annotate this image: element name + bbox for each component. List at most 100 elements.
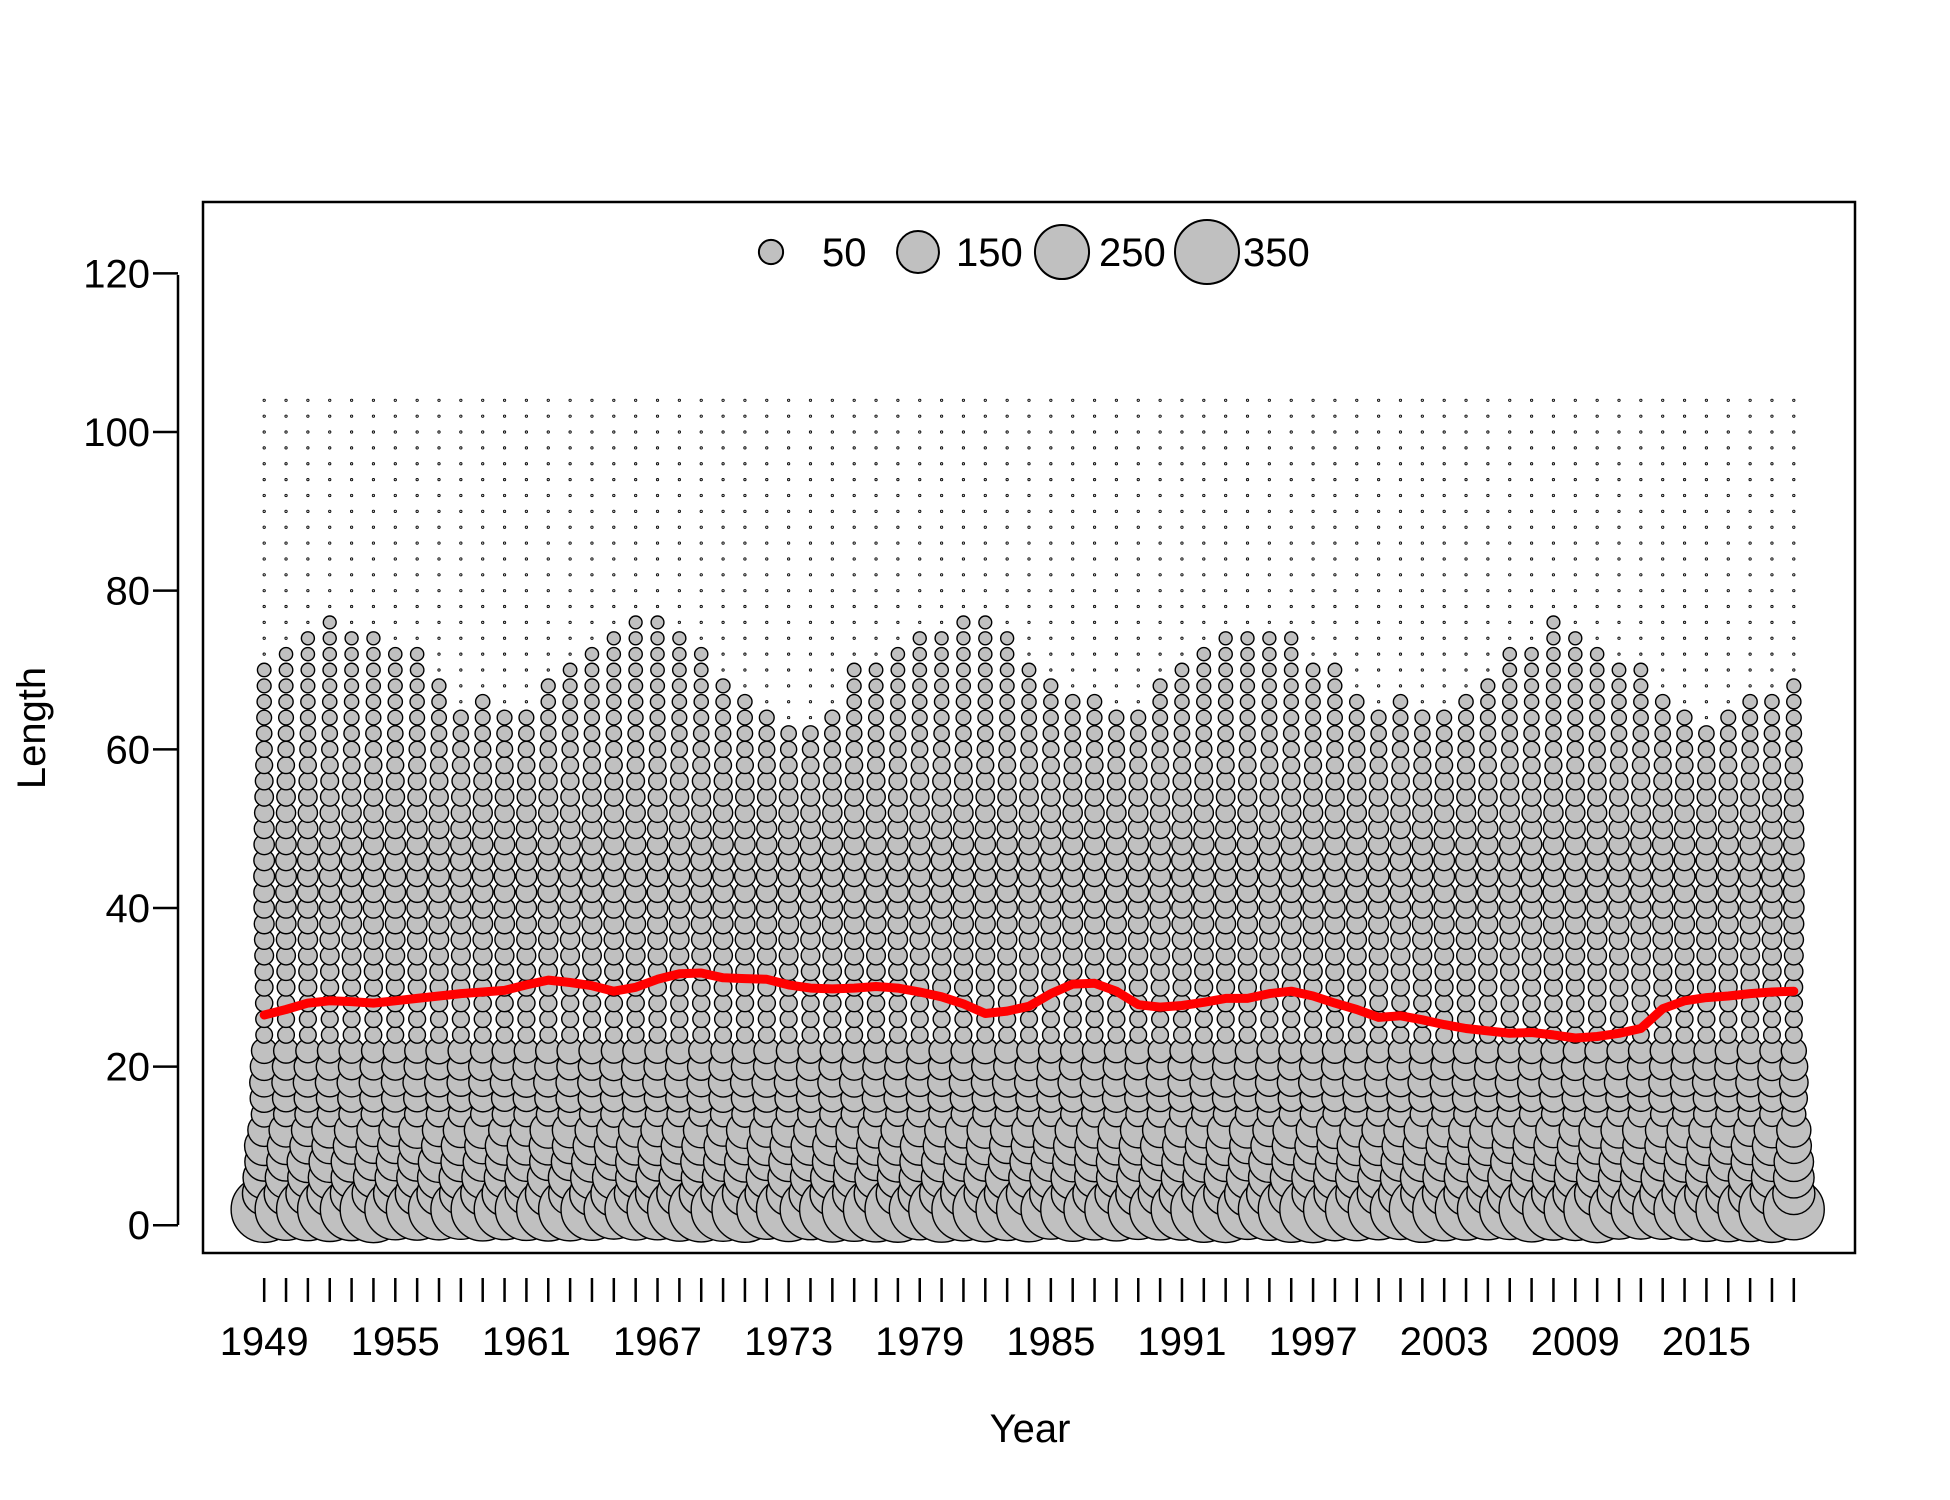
bubble-point xyxy=(1748,557,1752,561)
bubble-point xyxy=(1027,509,1031,513)
bubble-point xyxy=(1726,509,1730,513)
bubble-point xyxy=(1180,636,1184,640)
bubble-point xyxy=(896,493,900,498)
bubble-point xyxy=(1224,509,1228,513)
bubble-point xyxy=(481,462,485,466)
bubble-point xyxy=(284,462,288,466)
bubble-point xyxy=(956,631,971,646)
bubble-point xyxy=(890,662,906,678)
bubble-point xyxy=(628,662,644,678)
bubble-point xyxy=(1216,756,1235,775)
bubble-point xyxy=(743,430,747,434)
bubble-point xyxy=(1092,462,1097,466)
bubble-point xyxy=(524,589,529,593)
bubble-point xyxy=(787,700,791,704)
bubble-point xyxy=(1019,756,1039,775)
bubble-point xyxy=(823,756,842,775)
bubble-point xyxy=(911,709,928,726)
bubble-point xyxy=(1282,756,1301,775)
bubble-point xyxy=(1792,525,1796,529)
bubble-point xyxy=(1567,709,1584,726)
bubble-point xyxy=(1675,756,1694,775)
bubble-point xyxy=(1588,725,1606,742)
bubble-point xyxy=(1595,620,1599,625)
bubble-point xyxy=(1508,509,1512,513)
bubble-point xyxy=(1114,684,1119,688)
bubble-point xyxy=(743,684,747,688)
bubble-point xyxy=(1545,725,1562,742)
bubble-point xyxy=(437,557,441,561)
bubble-point xyxy=(496,725,513,742)
bubble-point xyxy=(343,678,360,694)
bubble-point xyxy=(939,414,944,418)
bubble-point xyxy=(743,493,747,498)
bubble-point xyxy=(1019,771,1039,791)
bubble-point xyxy=(670,740,689,759)
bubble-point xyxy=(540,693,557,710)
bubble-point xyxy=(669,771,689,791)
bubble-point xyxy=(888,771,908,791)
bubble-point xyxy=(852,557,856,561)
bubble-point xyxy=(737,693,753,710)
bubble-point xyxy=(1071,636,1075,640)
bubble-point xyxy=(1355,604,1359,609)
bubble-point xyxy=(1180,652,1184,656)
bubble-point xyxy=(655,493,660,498)
bubble-point xyxy=(1267,589,1271,593)
bubble-point xyxy=(961,478,966,482)
bubble-point xyxy=(1027,604,1031,609)
bubble-point xyxy=(1661,398,1665,402)
bubble-point xyxy=(1180,604,1184,609)
bubble-point xyxy=(1240,631,1255,646)
bubble-point xyxy=(721,652,725,656)
bubble-point xyxy=(1464,509,1468,513)
bubble-point xyxy=(1391,756,1410,775)
bubble-point xyxy=(1020,709,1038,726)
bubble-point xyxy=(765,430,769,434)
bubble-point xyxy=(1311,557,1315,561)
bubble-point xyxy=(765,668,769,672)
bubble-point xyxy=(1261,662,1277,678)
bubble-point xyxy=(1719,1009,1738,1029)
bubble-point xyxy=(713,993,733,1013)
bubble-point xyxy=(284,509,288,513)
bubble-point xyxy=(306,462,310,466)
bubble-point xyxy=(801,1025,820,1044)
bubble-point xyxy=(874,478,878,482)
bubble-point xyxy=(655,541,660,545)
bubble-point xyxy=(473,771,493,791)
bubble-point xyxy=(255,725,273,742)
bubble-point xyxy=(1267,620,1271,625)
bubble-point xyxy=(1333,541,1337,545)
bubble-point xyxy=(1748,478,1752,482)
bubble-point xyxy=(1049,541,1053,545)
bubble-point xyxy=(1398,493,1403,498)
bubble-point xyxy=(1456,993,1476,1013)
bubble-point xyxy=(387,709,404,726)
bubble-point xyxy=(765,604,769,609)
bubble-point xyxy=(743,652,747,656)
bubble-point xyxy=(715,693,731,710)
bubble-point xyxy=(1005,557,1009,561)
bubble-point xyxy=(1136,525,1140,529)
bubble-point xyxy=(1478,1009,1498,1029)
bubble-point xyxy=(1551,398,1556,402)
bubble-point xyxy=(1305,678,1321,694)
bubble-point xyxy=(765,652,769,656)
bubble-point xyxy=(1195,725,1213,742)
bubble-point xyxy=(1595,462,1599,466)
bubble-point xyxy=(1049,493,1053,498)
bubble-point xyxy=(743,573,747,577)
bubble-point xyxy=(1092,589,1097,593)
bubble-point xyxy=(1697,756,1716,775)
bubble-point xyxy=(830,493,834,498)
bubble-point xyxy=(1522,1009,1541,1029)
bubble-point xyxy=(459,684,463,688)
bubble-point xyxy=(502,541,507,545)
bubble-point xyxy=(1333,525,1337,529)
bubble-point xyxy=(896,462,900,466)
x-tick-label: 1973 xyxy=(744,1320,833,1364)
bubble-point xyxy=(524,478,529,482)
bubble-point xyxy=(1639,604,1643,609)
bubble-point xyxy=(1303,1009,1323,1029)
